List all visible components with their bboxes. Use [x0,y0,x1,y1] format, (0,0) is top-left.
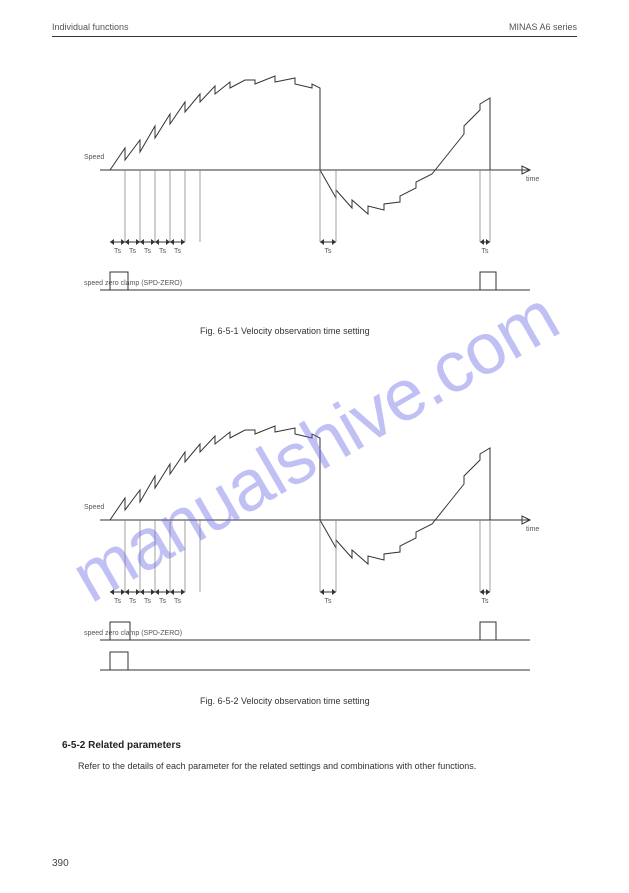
svg-text:Ts: Ts [114,248,122,255]
fig1-caption: Fig. 6-5-1 Velocity observation time set… [200,326,370,336]
svg-text:Ts: Ts [325,248,333,255]
figure-1: Ts Ts Ts Ts Ts Ts Ts Speed time speed zero cla… [80,58,550,338]
section-heading: 6-5-2 Related parameters [62,740,181,751]
header-right: MINAS A6 series [509,22,577,32]
svg-text:Ts: Ts [129,598,137,605]
fig2-xlabel: time [526,526,539,533]
header-rule [52,36,577,37]
fig2-signal-label: speed zero clamp (SPD-ZERO) [84,630,182,637]
figure-2: Ts Ts Ts Ts Ts Ts Ts Speed time speed zero cla… [80,408,550,708]
svg-text:Ts: Ts [144,598,152,605]
svg-text:Ts: Ts [174,598,182,605]
section-text: Refer to the details of each parameter f… [78,760,558,772]
fig2-caption: Fig. 6-5-2 Velocity observation time set… [200,696,370,706]
fig1-ylabel: Speed [84,154,104,161]
page-header: Individual functions MINAS A6 series [52,22,577,32]
svg-text:Ts: Ts [144,248,152,255]
svg-text:Ts: Ts [482,248,490,255]
fig1-xlabel: time [526,176,539,183]
svg-text:Ts: Ts [325,598,333,605]
svg-text:Ts: Ts [159,248,167,255]
fig2-ylabel: Speed [84,504,104,511]
svg-text:Ts: Ts [129,248,137,255]
svg-text:Ts: Ts [159,598,167,605]
figure-1-svg: Ts Ts Ts Ts Ts Ts Ts [80,58,550,338]
header-left: Individual functions [52,22,129,32]
figure-2-svg: Ts Ts Ts Ts Ts Ts Ts [80,408,550,708]
fig1-signal-label: speed zero clamp (SPD-ZERO) [84,280,182,287]
page-number: 390 [52,858,69,869]
svg-text:Ts: Ts [482,598,490,605]
svg-text:Ts: Ts [174,248,182,255]
svg-text:Ts: Ts [114,598,122,605]
